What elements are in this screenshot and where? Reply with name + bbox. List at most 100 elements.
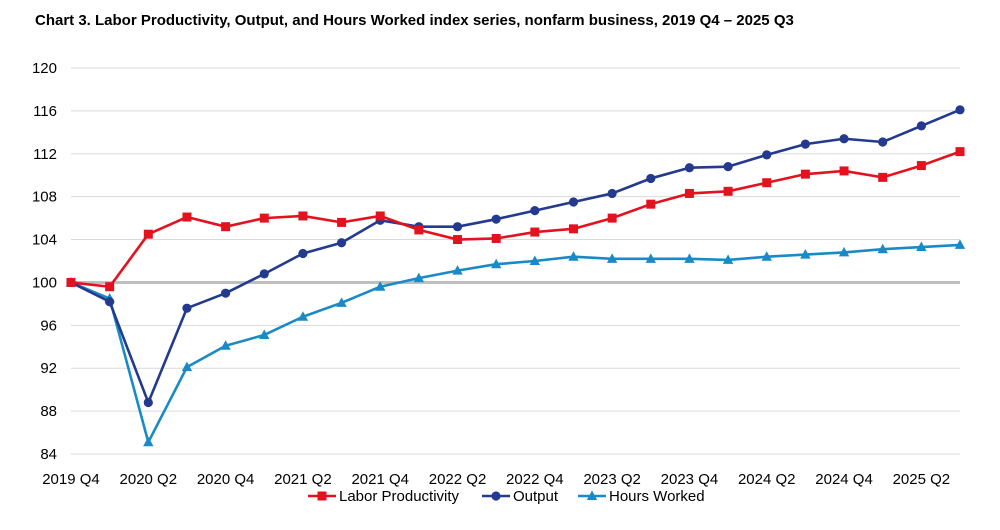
hours-worked-point — [413, 272, 425, 283]
hours-worked-point — [452, 265, 463, 275]
gridlines — [71, 67, 960, 455]
legend-output-marker — [491, 491, 501, 501]
x-tick-label: 2020 Q4 — [197, 471, 255, 488]
x-tick-label: 2022 Q2 — [429, 471, 487, 488]
x-tick-label: 2021 Q4 — [351, 471, 409, 488]
hours-worked-point — [954, 239, 966, 249]
labor-productivity-point — [530, 227, 540, 237]
output-point — [491, 214, 501, 224]
legend-labor-productivity-marker — [317, 491, 327, 501]
hours-worked-point — [606, 253, 618, 263]
x-axis-tick-labels: 2019 Q4 2020 Q2 2020 Q4 2021 Q2 2021 Q4 2022 … — [42, 471, 950, 488]
output-point — [723, 162, 733, 172]
output-point — [182, 303, 192, 313]
hours-worked-point — [800, 249, 811, 259]
output-point — [646, 173, 656, 184]
legend: Labor Productivity Output Hours Worked — [308, 488, 705, 505]
hours-worked-line — [70, 243, 961, 444]
output-point — [916, 121, 926, 131]
legend-labor-productivity-label: Labor Productivity — [339, 488, 460, 505]
labor-productivity-point — [955, 147, 965, 157]
hours-worked-point — [375, 281, 386, 291]
hours-worked-point — [568, 251, 579, 261]
output-point — [259, 269, 269, 279]
labor-productivity-point — [105, 282, 115, 292]
hours-worked-point — [297, 311, 309, 321]
y-axis-tick-labels: 84 88 92 96 100 104 108 112 116 120 — [32, 60, 57, 463]
hours-worked-point — [877, 243, 888, 254]
output-point — [143, 397, 153, 408]
output-point — [568, 197, 579, 207]
x-tick-label: 2019 Q4 — [42, 471, 100, 488]
labor-productivity-point — [259, 213, 269, 223]
labor-productivity-point — [800, 169, 810, 179]
hours-worked-point — [143, 436, 154, 447]
labor-productivity-point — [414, 225, 424, 235]
hours-worked-point — [259, 329, 270, 339]
output-point — [298, 248, 308, 259]
labor-productivity-point — [375, 211, 385, 221]
x-tick-label: 2025 Q2 — [893, 471, 951, 488]
labor-productivity-point — [143, 229, 153, 239]
output-point — [452, 222, 463, 232]
output-line — [70, 108, 961, 404]
labor-productivity-point — [839, 166, 849, 176]
labor-productivity-point — [221, 222, 231, 232]
series-markers — [65, 105, 966, 447]
y-tick-label: 120 — [32, 60, 57, 77]
labor-productivity-point — [337, 217, 347, 227]
y-tick-label: 108 — [32, 189, 57, 206]
output-point — [839, 134, 849, 144]
labor-productivity-point — [607, 213, 617, 223]
labor-productivity-point — [66, 277, 76, 287]
labor-productivity-point — [453, 235, 463, 245]
legend-output-label: Output — [513, 488, 559, 505]
hours-worked-point — [722, 254, 734, 264]
labor-productivity-point — [723, 186, 733, 196]
y-tick-label: 104 — [32, 232, 57, 249]
hours-worked-point — [529, 255, 541, 265]
x-tick-label: 2024 Q2 — [738, 471, 796, 488]
hours-worked-point — [645, 253, 656, 263]
labor-productivity-line — [70, 150, 961, 289]
labor-productivity-point — [646, 199, 656, 209]
labor-productivity-point — [298, 211, 308, 221]
output-point — [336, 238, 347, 248]
y-tick-label: 100 — [32, 274, 57, 291]
y-tick-label: 116 — [33, 103, 57, 120]
chart-title: Chart 3. Labor Productivity, Output, and… — [35, 12, 794, 29]
hours-worked-point — [336, 297, 347, 307]
hours-worked-point — [220, 340, 231, 350]
output-point — [878, 137, 888, 147]
labor-productivity-point — [762, 178, 772, 188]
output-point — [105, 297, 115, 307]
output-point — [955, 105, 965, 115]
y-tick-label: 92 — [40, 360, 57, 377]
y-tick-label: 96 — [40, 317, 57, 334]
hours-worked-point — [490, 258, 502, 269]
series-lines — [70, 108, 961, 444]
y-tick-label: 88 — [40, 403, 57, 420]
hours-worked-point — [684, 253, 695, 263]
labor-productivity-point — [878, 172, 888, 182]
output-point — [530, 206, 540, 216]
labor-productivity-point — [491, 233, 501, 243]
labor-productivity-point — [684, 188, 694, 198]
labor-productivity-point — [916, 161, 926, 171]
hours-worked-point — [761, 251, 772, 261]
x-tick-label: 2023 Q2 — [583, 471, 641, 488]
x-tick-label: 2024 Q4 — [815, 471, 873, 488]
output-point — [684, 163, 695, 173]
hours-worked-point — [838, 246, 850, 257]
hours-worked-point — [181, 361, 193, 372]
y-tick-label: 112 — [33, 146, 57, 163]
labor-productivity-point — [568, 224, 578, 234]
output-point — [607, 188, 617, 199]
x-tick-label: 2021 Q2 — [274, 471, 332, 488]
legend-hours-worked-label: Hours Worked — [609, 488, 705, 505]
hours-worked-point — [916, 241, 927, 252]
legend-hours-worked-marker — [586, 490, 598, 500]
x-tick-label: 2020 Q2 — [120, 471, 178, 488]
output-point — [800, 139, 810, 149]
